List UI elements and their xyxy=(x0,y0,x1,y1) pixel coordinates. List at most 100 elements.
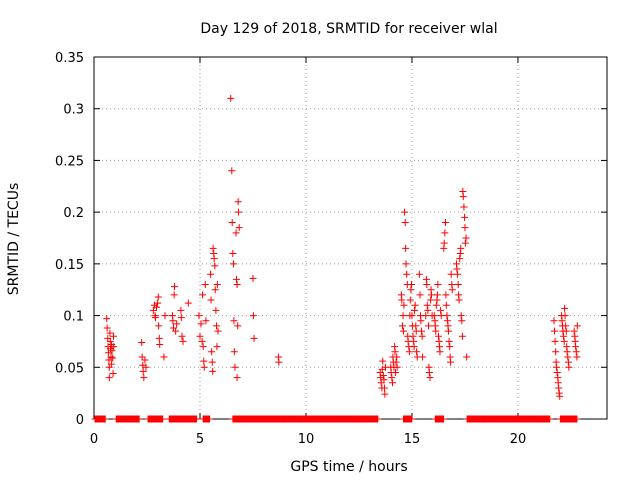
data-point xyxy=(211,262,219,270)
data-point xyxy=(432,327,440,335)
grid xyxy=(94,57,607,419)
data-point xyxy=(140,374,148,382)
data-point xyxy=(570,327,578,335)
data-point xyxy=(149,306,157,314)
data-point xyxy=(141,356,149,364)
data-point xyxy=(211,286,219,294)
data-point xyxy=(391,368,399,376)
data-point xyxy=(454,270,462,278)
data-point xyxy=(409,332,417,340)
data-point xyxy=(209,244,217,252)
data-point xyxy=(173,320,181,328)
data-point xyxy=(109,369,117,377)
x-tick-label: 20 xyxy=(510,432,527,447)
chart-title: Day 129 of 2018, SRMTID for receiver wla… xyxy=(200,21,497,37)
data-point xyxy=(405,348,413,356)
data-point xyxy=(275,358,283,366)
data-point xyxy=(442,291,450,299)
data-point xyxy=(411,301,419,309)
data-point xyxy=(108,347,116,355)
data-point xyxy=(454,281,462,289)
data-point xyxy=(401,208,409,216)
data-point xyxy=(103,315,111,323)
data-point xyxy=(413,348,421,356)
data-point xyxy=(440,415,448,423)
data-point xyxy=(572,348,580,356)
data-point xyxy=(156,341,164,349)
data-point xyxy=(463,353,471,361)
data-point xyxy=(423,301,431,309)
data-point xyxy=(209,367,217,375)
data-point xyxy=(562,327,570,335)
data-point xyxy=(432,301,440,309)
data-point xyxy=(462,234,470,242)
data-point xyxy=(440,239,448,247)
data-point xyxy=(106,329,114,337)
data-point xyxy=(193,415,201,423)
data-point xyxy=(138,338,146,346)
data-point xyxy=(230,348,238,356)
data-point xyxy=(155,322,163,330)
data-point xyxy=(379,372,387,380)
data-point xyxy=(551,337,559,345)
y-tick-label: 0.15 xyxy=(55,258,84,273)
data-point xyxy=(107,360,115,368)
data-point xyxy=(104,349,112,357)
data-point xyxy=(210,255,218,263)
data-point xyxy=(564,353,572,361)
data-point xyxy=(233,281,241,289)
data-point xyxy=(563,348,571,356)
data-point xyxy=(213,322,221,330)
data-point xyxy=(213,281,221,289)
data-point xyxy=(109,354,117,362)
data-point xyxy=(461,239,469,247)
data-point xyxy=(410,343,418,351)
data-point xyxy=(433,291,441,299)
data-point xyxy=(553,368,561,376)
data-point xyxy=(552,348,560,356)
data-point xyxy=(250,334,258,342)
data-point xyxy=(234,198,242,206)
data-point xyxy=(556,392,564,400)
data-point xyxy=(406,296,414,304)
data-point xyxy=(233,374,241,382)
data-point xyxy=(408,312,416,320)
data-point xyxy=(195,312,203,320)
data-point xyxy=(249,312,257,320)
data-point xyxy=(442,301,450,309)
data-point xyxy=(399,312,407,320)
data-point xyxy=(434,281,442,289)
data-point xyxy=(199,291,207,299)
y-tick-labels: 0 0.05 0.1 0.15 0.2 0.25 0.3 0.35 xyxy=(55,51,84,428)
data-point xyxy=(416,291,424,299)
data-point xyxy=(448,286,456,294)
data-point xyxy=(422,312,430,320)
data-point xyxy=(228,218,236,226)
data-point xyxy=(561,304,569,312)
data-point xyxy=(553,363,561,371)
data-point xyxy=(424,306,432,314)
y-axis-label: SRMTID / TECUs xyxy=(6,183,22,296)
x-axis-label: GPS time / hours xyxy=(290,459,407,475)
data-point xyxy=(573,415,581,423)
data-point xyxy=(425,368,433,376)
data-point xyxy=(550,317,558,325)
data-point xyxy=(110,332,118,340)
data-point xyxy=(139,367,147,375)
data-point xyxy=(235,224,243,232)
y-tick-label: 0.3 xyxy=(63,103,84,118)
data-point xyxy=(418,327,426,335)
data-point xyxy=(107,353,115,361)
x-tick-label: 10 xyxy=(298,432,315,447)
data-point xyxy=(560,337,568,345)
data-point xyxy=(402,244,410,252)
y-tick-label: 0.2 xyxy=(63,206,84,221)
data-point xyxy=(235,208,243,216)
data-point xyxy=(177,306,185,314)
data-point xyxy=(230,317,238,325)
data-point xyxy=(178,332,186,340)
data-point xyxy=(418,332,426,340)
data-points xyxy=(91,94,581,423)
data-point xyxy=(550,327,558,335)
